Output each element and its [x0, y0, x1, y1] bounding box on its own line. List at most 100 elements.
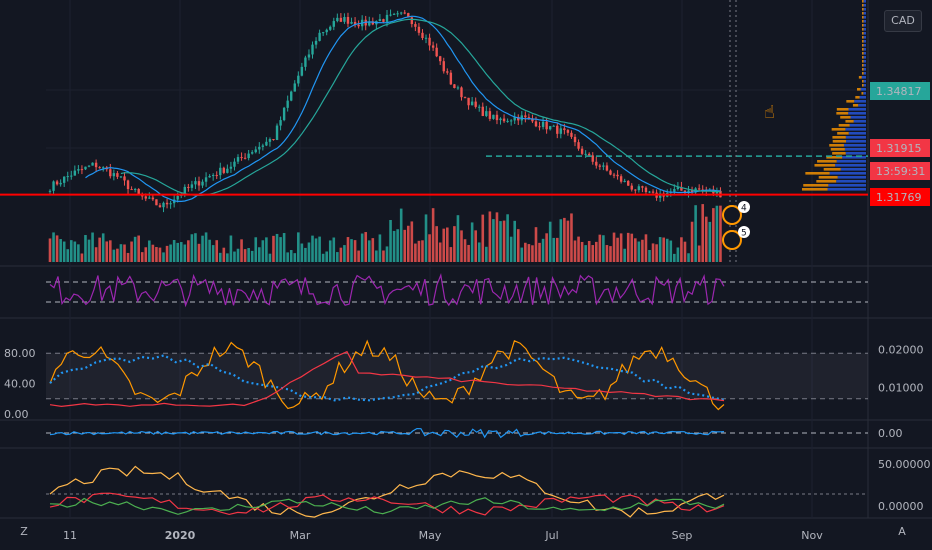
- right-axis-tick: 50.00000: [878, 458, 931, 471]
- volume-bar: [520, 247, 524, 262]
- volume-profile-bar: [862, 60, 864, 63]
- volume-profile-bar: [863, 0, 866, 3]
- volume-bar: [130, 241, 133, 262]
- candle-body: [612, 174, 616, 176]
- candle-body: [158, 205, 162, 208]
- candle-body: [641, 186, 644, 188]
- candle-body: [329, 26, 332, 30]
- volume-bar: [385, 246, 389, 262]
- candle-body: [293, 83, 296, 92]
- volume-profile-bar: [862, 84, 864, 87]
- currency-button[interactable]: CAD: [884, 10, 922, 32]
- candle-body: [414, 24, 417, 27]
- candle-body: [176, 195, 179, 200]
- volume-bar: [623, 248, 626, 262]
- oscillator-line: [49, 350, 725, 408]
- volume-profile-bar: [805, 172, 830, 175]
- candle-body: [577, 142, 580, 149]
- volume-profile-bar: [862, 12, 864, 15]
- candle-body: [474, 101, 477, 107]
- oscillator-line: [49, 497, 725, 515]
- moving-average-line: [120, 18, 721, 196]
- volume-bar: [424, 214, 428, 262]
- candle-body: [222, 167, 226, 173]
- volume-profile-bar: [848, 108, 866, 111]
- volume-bar: [580, 241, 584, 262]
- volume-profile-bar: [863, 72, 866, 75]
- candle-body: [556, 125, 559, 134]
- candle-body: [602, 165, 605, 167]
- candle-body: [229, 166, 233, 169]
- candle-body: [183, 186, 186, 195]
- candle-body: [169, 203, 172, 205]
- volume-profile-bar: [863, 8, 866, 11]
- volume-bar: [325, 251, 328, 262]
- log-scale-button[interactable]: Z: [20, 525, 28, 538]
- auto-scale-button[interactable]: A: [898, 525, 906, 538]
- candle-body: [144, 196, 147, 199]
- candle-body: [524, 115, 527, 118]
- horizontal-lines: [0, 0, 868, 262]
- candle-body: [690, 190, 694, 193]
- volume-profile-bar: [846, 100, 855, 103]
- volume-bar: [552, 237, 556, 262]
- volume-profile-bar: [845, 152, 866, 155]
- candle-body: [534, 121, 538, 127]
- volume-bar: [619, 233, 623, 262]
- candle-body: [481, 106, 484, 117]
- volume-profile-bar: [846, 140, 866, 143]
- volume-profile-bar: [863, 28, 866, 31]
- volume-bar: [84, 235, 87, 262]
- price-tag: [870, 139, 930, 157]
- candle-body: [442, 61, 445, 72]
- volume-profile-bar: [827, 188, 866, 191]
- volume-bar: [367, 240, 371, 262]
- volume-bar: [105, 241, 109, 262]
- chart-overlay: 4 5 ☝: [722, 102, 775, 250]
- volume-profile-bar: [848, 112, 866, 115]
- volume-profile-bar: [863, 56, 866, 59]
- candle-body: [208, 176, 211, 178]
- volume-bar: [360, 233, 364, 262]
- volume-bar: [555, 237, 559, 262]
- volume-bar: [506, 214, 509, 262]
- volume-bar: [98, 237, 101, 262]
- volume-bar: [158, 247, 162, 262]
- candle-body: [204, 177, 208, 182]
- volume-bar: [328, 240, 332, 262]
- volume-bar: [190, 234, 194, 262]
- volume-bar: [293, 253, 297, 262]
- volume-bar: [112, 249, 116, 262]
- volume-bar: [683, 241, 687, 262]
- candle-body: [407, 13, 410, 18]
- candle-body: [272, 139, 275, 141]
- volume-bar: [133, 236, 137, 262]
- volume-profile-bar: [817, 160, 837, 163]
- volume-bar: [378, 234, 382, 262]
- candle-body: [282, 107, 286, 121]
- volume-profile-bar: [863, 12, 866, 15]
- candle-body: [527, 117, 531, 119]
- price-tag-label: 1.31769: [876, 191, 922, 204]
- candle-body: [502, 118, 506, 122]
- oscillator-line: [49, 492, 725, 516]
- candle-body: [485, 111, 488, 117]
- oscillator-line: [49, 273, 725, 308]
- volume-bar: [80, 253, 84, 262]
- candle-body: [275, 125, 279, 140]
- volume-bar: [676, 247, 680, 262]
- volume-bar: [701, 204, 705, 262]
- volume-profile-bar: [857, 88, 861, 91]
- candle-body: [392, 13, 396, 15]
- volume-bar: [421, 240, 424, 262]
- candle-body: [424, 37, 428, 39]
- volume-bar: [453, 226, 456, 262]
- volume-profile-bar: [849, 124, 866, 127]
- volume-bar: [250, 250, 254, 262]
- event-count-label: 4: [741, 204, 747, 214]
- candle-body: [580, 148, 584, 154]
- volume-profile-bar: [823, 168, 841, 171]
- volume-bar: [492, 219, 495, 262]
- candle-body: [332, 21, 335, 27]
